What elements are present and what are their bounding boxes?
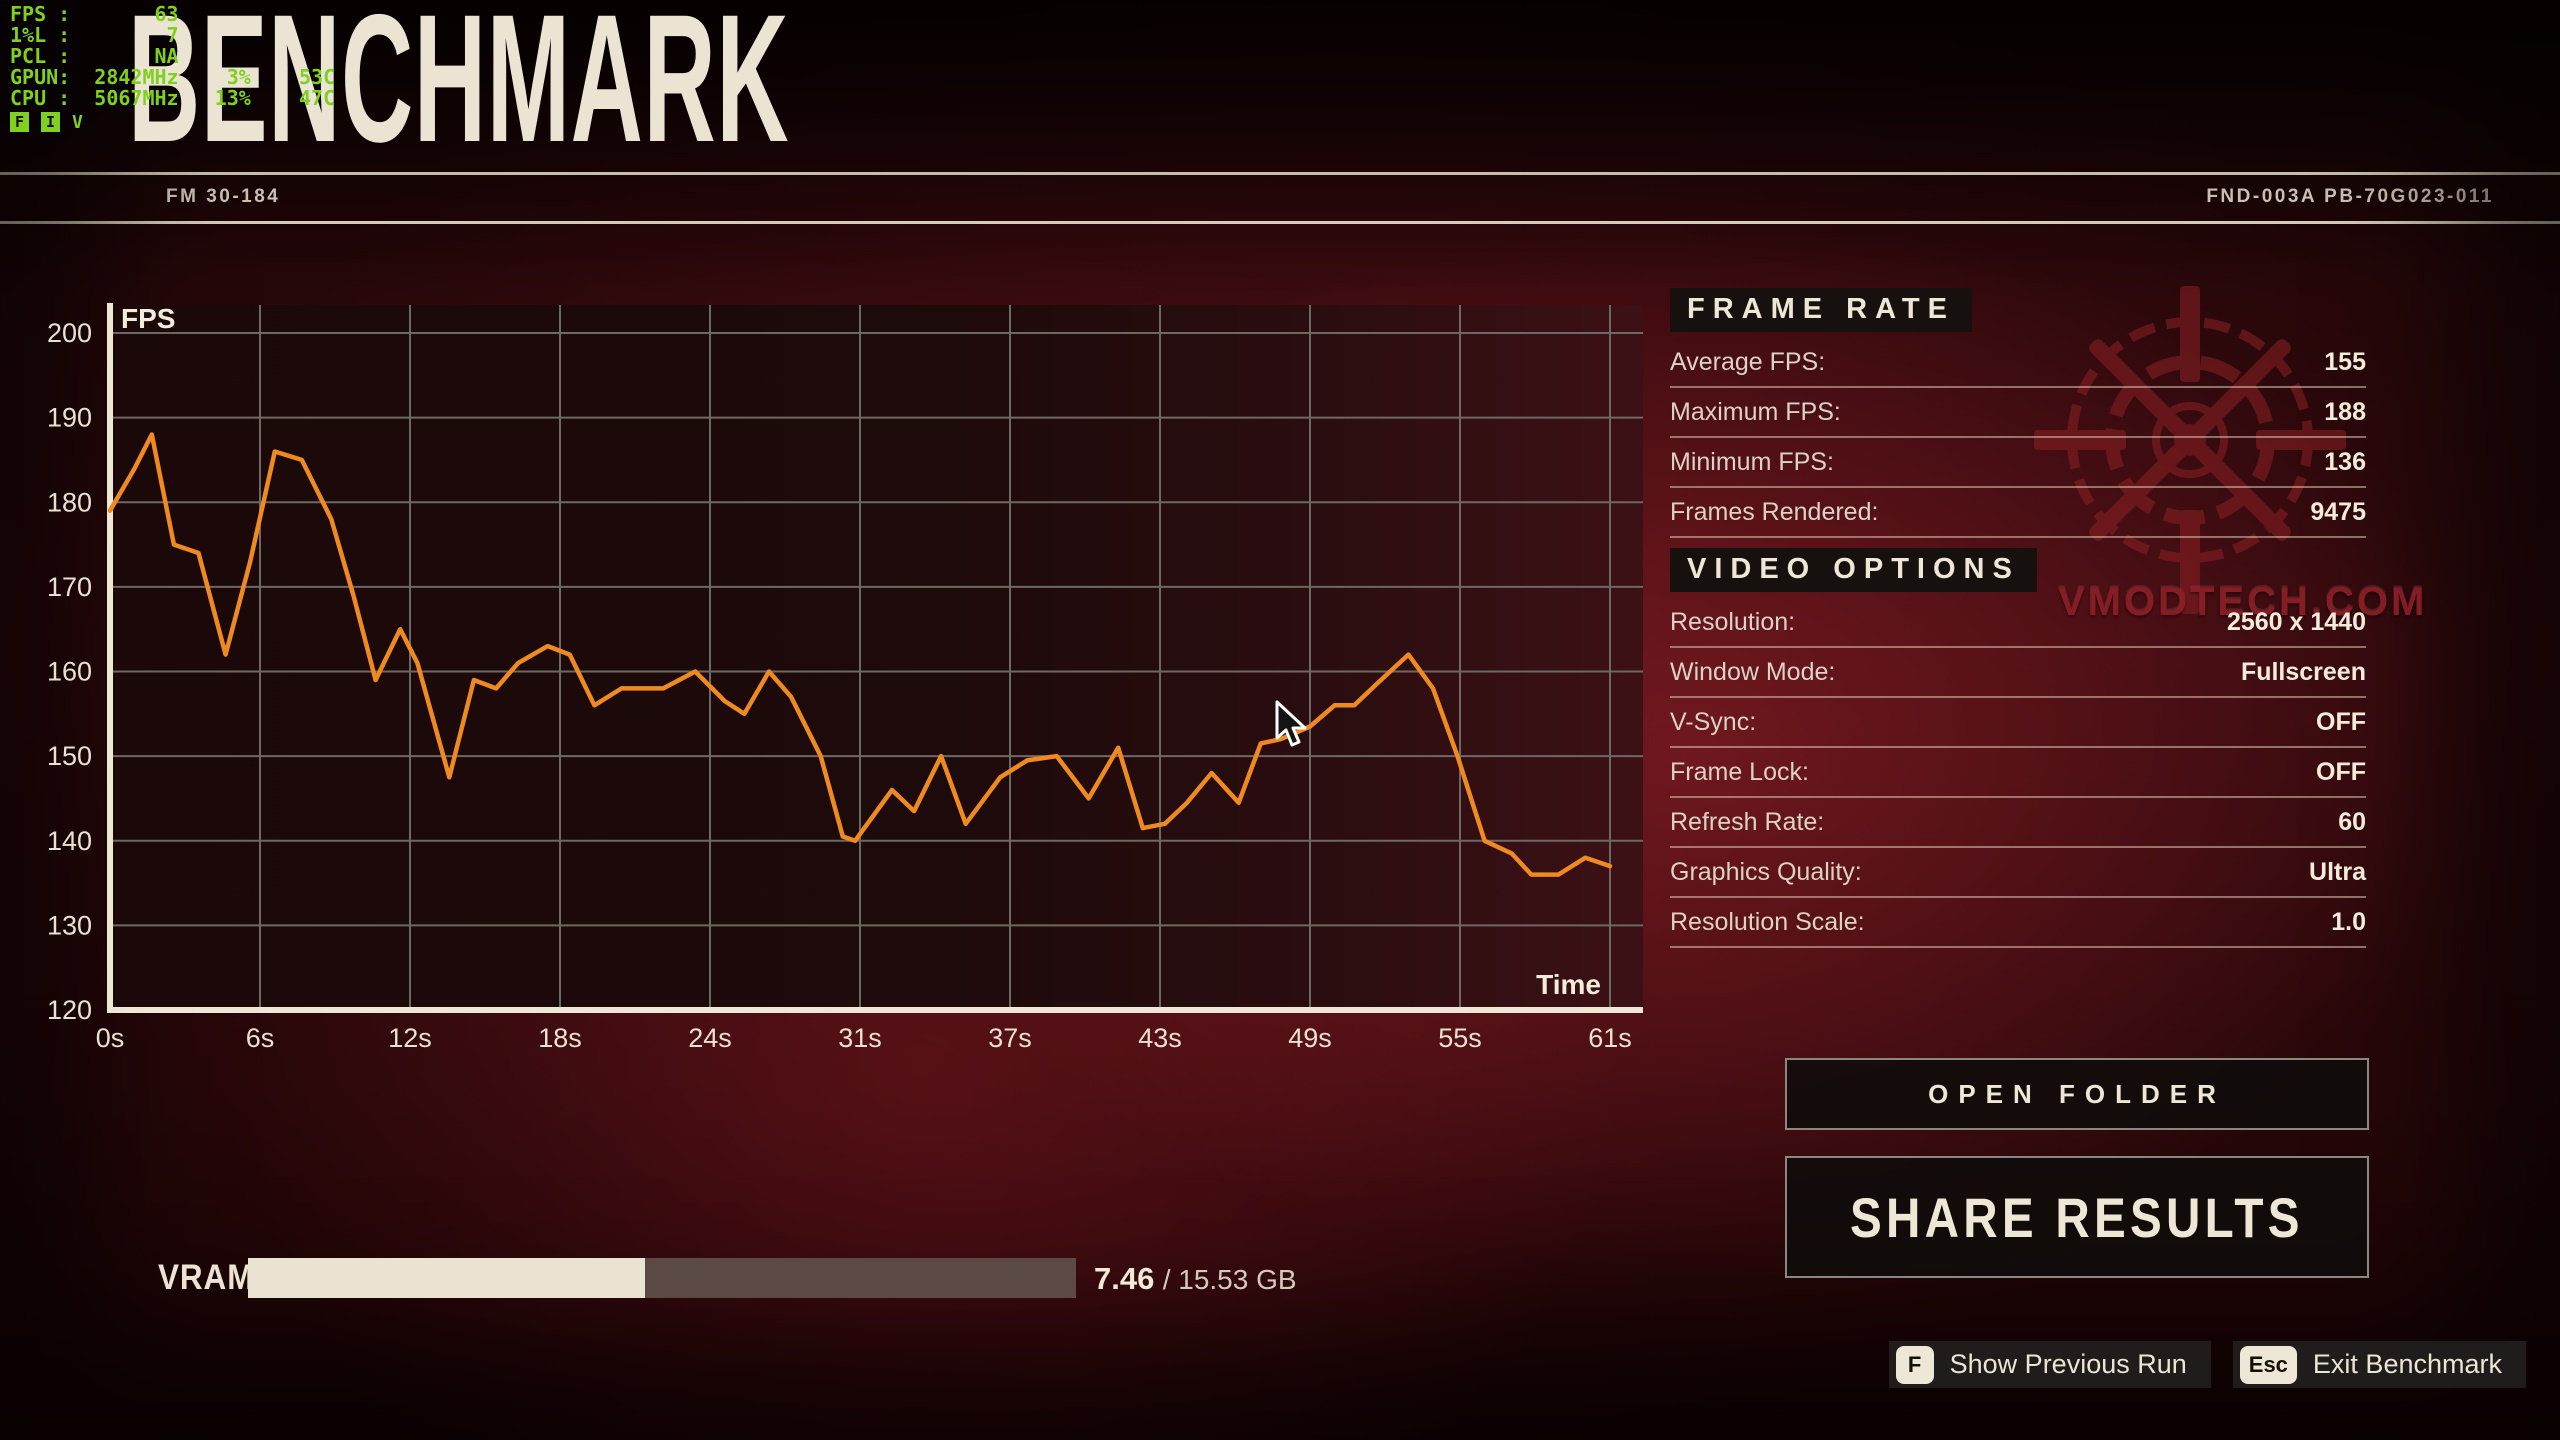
key-hints: F Show Previous Run Esc Exit Benchmark bbox=[1888, 1341, 2526, 1388]
svg-text:130: 130 bbox=[47, 910, 92, 940]
svg-text:160: 160 bbox=[47, 657, 92, 687]
video-option-label: Frame Lock: bbox=[1670, 757, 1809, 786]
frame-rate-header: FRAME RATE bbox=[1670, 288, 1972, 332]
fps-line-chart: 120 130 140 150 160 170 180 190 200 0s 6s 12s 18s 24s… bbox=[47, 303, 1643, 1053]
vram-usage-fill bbox=[248, 1258, 646, 1298]
svg-text:55s: 55s bbox=[1438, 1023, 1482, 1053]
osd-row-gpun: GPUN: 2842MHz 3% 53C bbox=[10, 65, 336, 89]
video-options-panel: VIDEO OPTIONS Resolution: 2560 x 1440 Wi… bbox=[1670, 548, 2366, 948]
frame-rate-row-1: Maximum FPS: 188 bbox=[1670, 388, 2366, 438]
video-option-row-4: Refresh Rate: 60 bbox=[1670, 798, 2366, 848]
frame-rate-panel: FRAME RATE Average FPS: 155 Maximum FPS:… bbox=[1670, 288, 2366, 538]
video-option-row-6: Resolution Scale: 1.0 bbox=[1670, 898, 2366, 948]
top-dark-band bbox=[0, 0, 2560, 300]
video-option-value: OFF bbox=[2316, 707, 2366, 736]
svg-text:37s: 37s bbox=[988, 1023, 1032, 1053]
frame-rate-row-2: Minimum FPS: 136 bbox=[1670, 438, 2366, 488]
frame-rate-label: Frames Rendered: bbox=[1670, 497, 1879, 526]
game-emblem-logo bbox=[2034, 286, 2346, 614]
video-option-row-0: Resolution: 2560 x 1440 bbox=[1670, 598, 2366, 648]
vram-used-value: 7.46 bbox=[1094, 1261, 1155, 1296]
open-folder-button[interactable]: OPEN FOLDER bbox=[1785, 1058, 2369, 1130]
video-option-value: 2560 x 1440 bbox=[2226, 607, 2366, 636]
video-option-label: Graphics Quality: bbox=[1670, 857, 1862, 886]
frame-rate-label: Average FPS: bbox=[1670, 347, 1826, 376]
header-code-right: FND-003A PB-70G023-011 bbox=[2206, 186, 2494, 207]
osd-key-i-icon: I bbox=[41, 112, 60, 132]
video-option-value: 60 bbox=[2338, 807, 2366, 836]
frame-rate-value: 136 bbox=[2324, 447, 2366, 476]
svg-text:180: 180 bbox=[47, 487, 92, 517]
svg-text:150: 150 bbox=[47, 741, 92, 771]
share-results-button[interactable]: SHARE RESULTS bbox=[1785, 1156, 2369, 1278]
page-title: BENCHMARK bbox=[128, 0, 790, 180]
video-option-row-1: Window Mode: Fullscreen bbox=[1670, 648, 2366, 698]
video-options-rows: Resolution: 2560 x 1440 Window Mode: Ful… bbox=[1670, 598, 2366, 948]
svg-text:49s: 49s bbox=[1288, 1023, 1332, 1053]
video-options-header: VIDEO OPTIONS bbox=[1670, 548, 2037, 592]
video-option-label: Refresh Rate: bbox=[1670, 807, 1825, 836]
svg-text:24s: 24s bbox=[688, 1023, 732, 1053]
share-results-label: SHARE RESULTS bbox=[1850, 1185, 2304, 1249]
video-option-row-2: V-Sync: OFF bbox=[1670, 698, 2366, 748]
hint-exit-benchmark[interactable]: Esc Exit Benchmark bbox=[2232, 1341, 2526, 1388]
video-option-row-5: Graphics Quality: Ultra bbox=[1670, 848, 2366, 898]
video-option-label: Resolution: bbox=[1670, 607, 1796, 636]
watermark-text: VMODTECH.COM bbox=[2058, 580, 2428, 624]
performance-osd: FPS : 63 1%L : 7 PCL : NA GPUN: 2842MHz 3% … bbox=[10, 4, 335, 133]
header-code-left: FM 30-184 bbox=[166, 186, 281, 207]
header-divider-top bbox=[0, 172, 2560, 175]
hint-show-previous-run[interactable]: F Show Previous Run bbox=[1888, 1341, 2211, 1388]
keycap-esc: Esc bbox=[2239, 1345, 2297, 1384]
svg-text:43s: 43s bbox=[1138, 1023, 1182, 1053]
video-option-label: Resolution Scale: bbox=[1670, 907, 1865, 936]
video-option-value: Ultra bbox=[2309, 857, 2366, 886]
svg-text:170: 170 bbox=[47, 572, 92, 602]
vram-usage-bar bbox=[248, 1258, 1076, 1298]
svg-text:12s: 12s bbox=[388, 1023, 432, 1053]
svg-text:140: 140 bbox=[47, 826, 92, 856]
video-option-value: OFF bbox=[2316, 757, 2366, 786]
svg-text:6s: 6s bbox=[246, 1023, 275, 1053]
video-option-label: Window Mode: bbox=[1670, 657, 1836, 686]
osd-key-v-icon: V bbox=[72, 111, 83, 133]
frame-rate-label: Minimum FPS: bbox=[1670, 447, 1834, 476]
svg-text:FPS: FPS bbox=[121, 303, 175, 334]
header-divider-bottom bbox=[0, 221, 2560, 224]
frame-rate-rows: Average FPS: 155 Maximum FPS: 188 Minimu… bbox=[1670, 338, 2366, 538]
frame-rate-value: 9475 bbox=[2310, 497, 2366, 526]
vram-usage-text: 7.46 / 15.53 GB bbox=[1094, 1261, 1297, 1296]
osd-key-f-icon: F bbox=[10, 112, 29, 132]
keycap-f: F bbox=[1895, 1345, 1934, 1384]
osd-row-cpu: CPU : 5067MHz 13% 47C bbox=[10, 86, 336, 110]
vram-label: VRAM bbox=[158, 1258, 255, 1297]
video-option-value: Fullscreen bbox=[2240, 657, 2366, 686]
frame-rate-value: 155 bbox=[2324, 347, 2366, 376]
osd-row-fps: FPS : 63 bbox=[10, 2, 179, 26]
svg-text:120: 120 bbox=[47, 995, 92, 1025]
video-option-row-3: Frame Lock: OFF bbox=[1670, 748, 2366, 798]
svg-text:0s: 0s bbox=[96, 1023, 125, 1053]
svg-text:61s: 61s bbox=[1588, 1023, 1632, 1053]
frame-rate-label: Maximum FPS: bbox=[1670, 397, 1841, 426]
vram-total-value: 15.53 GB bbox=[1178, 1264, 1297, 1295]
frame-rate-row-3: Frames Rendered: 9475 bbox=[1670, 488, 2366, 538]
osd-row-1%l: 1%L : 7 bbox=[10, 23, 179, 47]
osd-row-pcl: PCL : NA bbox=[10, 44, 179, 68]
video-option-value: 1.0 bbox=[2331, 907, 2366, 936]
mouse-cursor bbox=[1275, 700, 1307, 747]
svg-text:31s: 31s bbox=[838, 1023, 882, 1053]
svg-text:18s: 18s bbox=[538, 1023, 582, 1053]
svg-text:190: 190 bbox=[47, 403, 92, 433]
svg-text:200: 200 bbox=[47, 318, 92, 348]
svg-text:Time: Time bbox=[1536, 969, 1601, 1000]
frame-rate-row-0: Average FPS: 155 bbox=[1670, 338, 2366, 388]
frame-rate-value: 188 bbox=[2324, 397, 2366, 426]
video-option-label: V-Sync: bbox=[1670, 707, 1757, 736]
